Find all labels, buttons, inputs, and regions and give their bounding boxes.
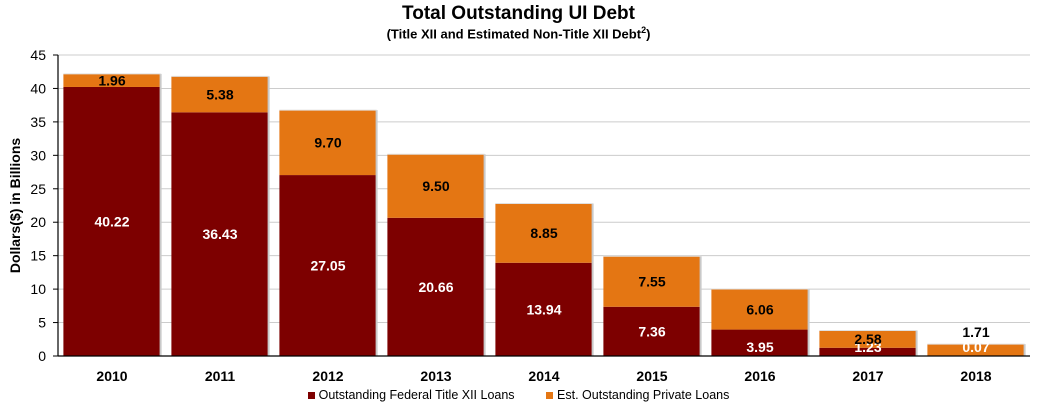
legend-swatch-private bbox=[546, 392, 554, 400]
legend-item-federal: Outstanding Federal Title XII Loans bbox=[307, 388, 515, 402]
bar-private-2018 bbox=[927, 344, 1025, 356]
x-tick-label: 2012 bbox=[312, 368, 343, 384]
chart-subtitle-text: (Title XII and Estimated Non-Title XII D… bbox=[386, 26, 642, 42]
chart-subtitle-close: ) bbox=[646, 26, 651, 42]
bar-federal-2015 bbox=[603, 306, 701, 356]
x-tick-label: 2010 bbox=[96, 368, 127, 384]
bar-federal-2013 bbox=[387, 217, 485, 356]
chart-title: Total Outstanding UI Debt bbox=[402, 3, 635, 24]
data-label-private: 9.70 bbox=[314, 135, 341, 151]
x-tick-label: 2018 bbox=[960, 368, 991, 384]
data-label-federal: 1.23 bbox=[854, 339, 881, 355]
data-label-federal: 27.05 bbox=[310, 258, 345, 274]
data-label-federal: 0.07 bbox=[962, 339, 989, 355]
y-tick-label: 0 bbox=[38, 348, 46, 364]
y-tick-label: 15 bbox=[30, 248, 46, 264]
y-tick-label: 40 bbox=[30, 80, 46, 96]
bar-private-2013 bbox=[387, 154, 485, 218]
legend-swatch-federal bbox=[307, 392, 315, 400]
y-tick-label: 5 bbox=[38, 315, 46, 331]
x-tick-label: 2013 bbox=[420, 368, 451, 384]
data-label-private: 1.71 bbox=[962, 324, 989, 340]
y-tick-label: 10 bbox=[30, 281, 46, 297]
bar-private-2011 bbox=[171, 76, 269, 113]
y-tick-label: 30 bbox=[30, 147, 46, 163]
data-label-federal: 36.43 bbox=[202, 226, 237, 242]
data-label-federal: 3.95 bbox=[746, 339, 773, 355]
bar-federal-2012 bbox=[279, 175, 377, 356]
data-label-private: 5.38 bbox=[206, 86, 233, 102]
legend-item-private: Est. Outstanding Private Loans bbox=[546, 388, 729, 402]
data-label-federal: 40.22 bbox=[94, 213, 129, 229]
y-axis-label: Dollars($) in Billions bbox=[7, 138, 23, 274]
bar-federal-2010 bbox=[63, 86, 161, 356]
bar-private-2015 bbox=[603, 256, 701, 307]
data-label-private: 6.06 bbox=[746, 301, 773, 317]
bar-private-2016 bbox=[711, 289, 809, 330]
bar-private-2017 bbox=[819, 330, 917, 348]
y-tick-label: 20 bbox=[30, 214, 46, 230]
bar-federal-2017 bbox=[819, 347, 917, 356]
data-label-federal: 20.66 bbox=[418, 279, 453, 295]
data-label-federal: 13.94 bbox=[526, 301, 561, 317]
x-tick-label: 2014 bbox=[528, 368, 559, 384]
chart-subtitle-footnote: 2 bbox=[641, 25, 647, 35]
bar-federal-2014 bbox=[495, 262, 593, 356]
data-label-private: 8.85 bbox=[530, 225, 557, 241]
x-tick-label: 2016 bbox=[744, 368, 775, 384]
bar-private-2014 bbox=[495, 203, 593, 263]
bar-private-2012 bbox=[279, 110, 377, 176]
x-tick-label: 2017 bbox=[852, 368, 883, 384]
bar-federal-2011 bbox=[171, 112, 269, 356]
data-label-private: 1.96 bbox=[98, 72, 125, 88]
x-tick-label: 2015 bbox=[636, 368, 667, 384]
data-label-private: 2.58 bbox=[854, 331, 881, 347]
legend-label-federal: Outstanding Federal Title XII Loans bbox=[318, 388, 515, 402]
y-tick-label: 25 bbox=[30, 181, 46, 197]
bar-private-2010 bbox=[63, 73, 161, 87]
data-label-private: 7.55 bbox=[638, 274, 665, 290]
y-tick-label: 45 bbox=[30, 47, 46, 63]
legend-label-private: Est. Outstanding Private Loans bbox=[557, 388, 730, 402]
x-tick-label: 2011 bbox=[205, 368, 236, 384]
chart-legend: Outstanding Federal Title XII Loans Est.… bbox=[0, 388, 1037, 402]
bar-federal-2016 bbox=[711, 329, 809, 356]
chart-subtitle: (Title XII and Estimated Non-Title XII D… bbox=[0, 25, 1037, 41]
y-tick-label: 35 bbox=[30, 114, 46, 130]
data-label-private: 9.50 bbox=[422, 178, 449, 194]
data-label-federal: 7.36 bbox=[638, 323, 665, 339]
